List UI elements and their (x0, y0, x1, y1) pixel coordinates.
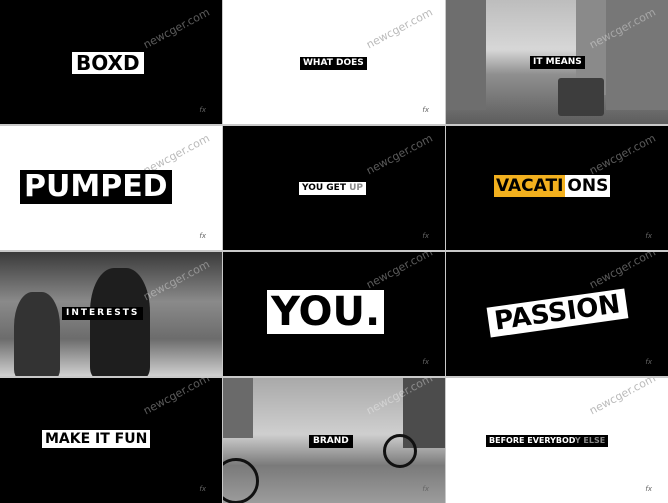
tile-pumped[interactable]: PUMPED newcger.com fx (0, 126, 222, 250)
tile-vacations[interactable]: VACATI ONS newcger.com fx (446, 126, 668, 250)
watermark: newcger.com (141, 257, 212, 304)
bus-shape (558, 78, 604, 116)
tile-what-does[interactable]: WHAT DOES newcger.com fx (223, 0, 445, 124)
fx-mark: fx (199, 232, 206, 240)
fx-mark: fx (422, 358, 429, 366)
tile-it-means[interactable]: IT MEANS newcger.com (446, 0, 668, 124)
tile-label: BEFORE EVERYBODY ELSE (486, 435, 609, 447)
tile-label: INTERESTS (62, 307, 144, 320)
bicycle-wheel-shape (383, 434, 417, 468)
label-part: BEFORE EVERYBOD (489, 436, 575, 445)
tile-label: PUMPED (20, 170, 172, 204)
building-shape (446, 0, 486, 110)
tile-label: PASSION (486, 288, 629, 338)
label-part-faded: Y ELSE (574, 436, 606, 445)
label-part: YOU GET (302, 183, 350, 193)
tile-boxd[interactable]: BOXD newcger.com fx (0, 0, 222, 124)
watermark: newcger.com (364, 252, 435, 292)
watermark: newcger.com (141, 378, 212, 418)
tile-passion[interactable]: PASSION newcger.com fx (446, 252, 668, 376)
watermark: newcger.com (141, 131, 212, 178)
fx-mark: fx (422, 106, 429, 114)
tile-label: IT MEANS (530, 56, 585, 69)
tile-label: BRAND (309, 435, 353, 448)
player-shape (90, 268, 150, 376)
tile-label: YOU GET UP (299, 182, 367, 195)
tile-you-get-up[interactable]: YOU GET UP newcger.com fx (223, 126, 445, 250)
watermark: newcger.com (364, 5, 435, 52)
fx-mark: fx (645, 358, 652, 366)
label-part-highlight: VACATI (494, 175, 566, 197)
fx-mark: fx (645, 485, 652, 493)
tile-label: YOU. (267, 290, 385, 334)
watermark: newcger.com (587, 131, 658, 178)
tile-label: BOXD (72, 52, 144, 74)
bicycle-wheel-shape (223, 458, 259, 503)
fx-mark: fx (645, 232, 652, 240)
fx-mark: fx (422, 485, 429, 493)
tile-before-everybody-else[interactable]: BEFORE EVERYBODY ELSE newcger.com fx (446, 378, 668, 503)
tile-interests[interactable]: INTERESTS newcger.com (0, 252, 222, 376)
tile-label: VACATI ONS (494, 175, 611, 197)
building-shape (223, 378, 253, 438)
label-part-faded: UP (349, 183, 364, 193)
fx-mark: fx (199, 485, 206, 493)
building-shape (606, 0, 668, 110)
watermark: newcger.com (587, 252, 658, 292)
label-part: ONS (565, 175, 611, 197)
fx-mark: fx (199, 106, 206, 114)
tile-make-it-fun[interactable]: MAKE IT FUN newcger.com fx (0, 378, 222, 503)
tile-label: MAKE IT FUN (42, 430, 151, 448)
tile-you[interactable]: YOU. newcger.com fx (223, 252, 445, 376)
watermark: newcger.com (587, 378, 658, 418)
tile-label: WHAT DOES (300, 57, 367, 70)
watermark: newcger.com (364, 131, 435, 178)
player-shape (14, 292, 60, 376)
tile-brand[interactable]: BRAND newcger.com fx (223, 378, 445, 503)
fx-mark: fx (422, 232, 429, 240)
watermark: newcger.com (141, 5, 212, 52)
